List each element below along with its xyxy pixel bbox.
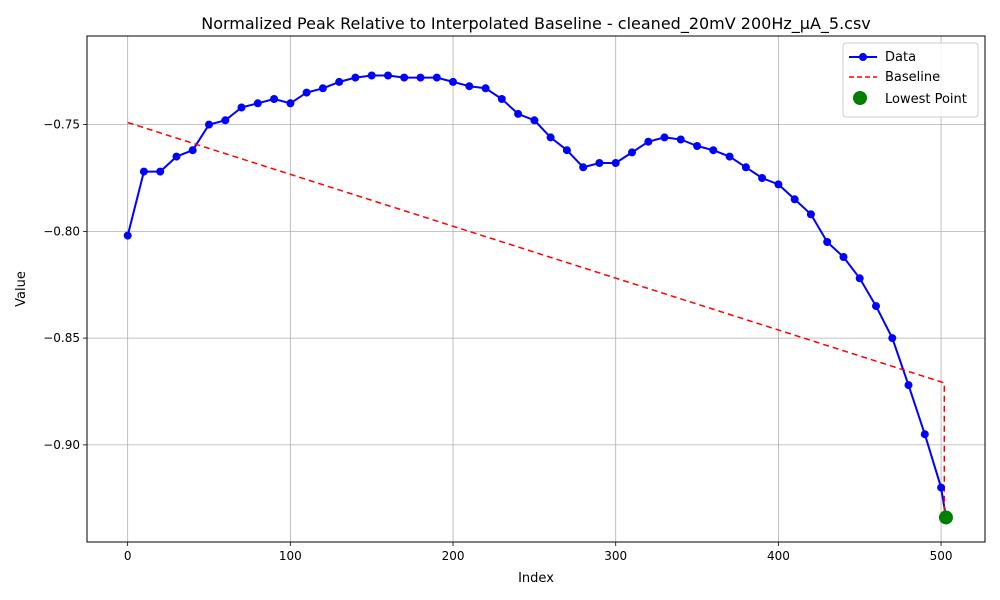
x-tick-label: 500 xyxy=(930,549,953,563)
legend-label-data: Data xyxy=(885,50,916,65)
data-point xyxy=(595,159,604,167)
lowest-point-marker xyxy=(938,510,953,525)
data-point xyxy=(872,302,880,311)
data-point xyxy=(318,84,327,93)
data-point xyxy=(823,238,832,246)
x-axis-label: Index xyxy=(518,571,554,586)
data-point xyxy=(660,133,669,142)
data-point xyxy=(937,483,946,492)
y-tick-label: −0.85 xyxy=(43,331,80,345)
data-point xyxy=(384,71,392,80)
data-point xyxy=(302,88,311,97)
data-point xyxy=(546,133,555,142)
data-point xyxy=(514,109,523,118)
y-tick-label: −0.90 xyxy=(43,438,80,452)
data-point xyxy=(904,381,913,390)
data-series-line xyxy=(126,74,947,518)
data-point xyxy=(562,146,571,155)
data-point xyxy=(855,274,864,283)
data-point xyxy=(416,73,425,82)
chart-title: Normalized Peak Relative to Interpolated… xyxy=(201,14,871,34)
data-point xyxy=(741,163,750,172)
data-point xyxy=(920,430,929,439)
data-point xyxy=(611,159,620,167)
grid xyxy=(87,36,985,542)
data-point xyxy=(156,167,165,176)
x-tick-label: 400 xyxy=(767,549,790,563)
data-point xyxy=(725,152,734,161)
data-point xyxy=(221,116,230,125)
data-point xyxy=(123,231,132,240)
legend: Data Baseline Lowest Point xyxy=(842,42,979,118)
axis-ticks: 0 100 200 300 400 500 −0.90 −0.85 −0.80 −0.75 xyxy=(43,118,952,563)
legend-lowest-marker xyxy=(853,91,867,105)
x-tick-label: 300 xyxy=(604,549,627,563)
legend-box xyxy=(842,42,979,118)
data-point xyxy=(644,137,653,146)
y-axis-label: Value xyxy=(14,271,29,307)
data-point xyxy=(253,99,262,108)
data-point xyxy=(188,146,197,155)
y-tick-label: −0.75 xyxy=(43,118,80,132)
legend-label-lowest: Lowest Point xyxy=(885,92,967,107)
baseline-line xyxy=(127,121,946,518)
x-tick-label: 100 xyxy=(279,549,302,563)
data-point xyxy=(139,167,148,176)
y-tick-label: −0.80 xyxy=(43,224,80,238)
data-point xyxy=(774,180,783,189)
data-point xyxy=(237,103,246,112)
data-point xyxy=(628,148,636,157)
data-point xyxy=(888,334,897,343)
data-point xyxy=(790,195,799,204)
data-point xyxy=(579,163,588,172)
data-point xyxy=(367,71,376,80)
data-point xyxy=(839,253,848,261)
data-point xyxy=(286,99,295,108)
data-point xyxy=(530,116,539,125)
data-point xyxy=(270,95,279,103)
data-point xyxy=(806,210,815,219)
data-point xyxy=(481,84,490,93)
data-point xyxy=(465,82,474,91)
plot-series xyxy=(123,71,953,525)
data-point xyxy=(205,120,213,129)
data-point xyxy=(335,77,344,86)
data-point xyxy=(497,95,506,103)
x-tick-label: 200 xyxy=(442,549,465,563)
data-point xyxy=(758,174,767,182)
data-point xyxy=(709,146,718,155)
data-point xyxy=(172,152,181,161)
data-point xyxy=(351,73,360,82)
data-point xyxy=(676,135,685,144)
data-point xyxy=(400,73,409,82)
x-tick-label: 0 xyxy=(124,549,132,563)
plot-frame xyxy=(86,35,986,543)
data-point xyxy=(449,77,457,86)
data-point xyxy=(693,142,702,150)
legend-data-marker xyxy=(859,53,867,61)
legend-label-baseline: Baseline xyxy=(885,70,940,85)
data-point xyxy=(432,73,441,82)
